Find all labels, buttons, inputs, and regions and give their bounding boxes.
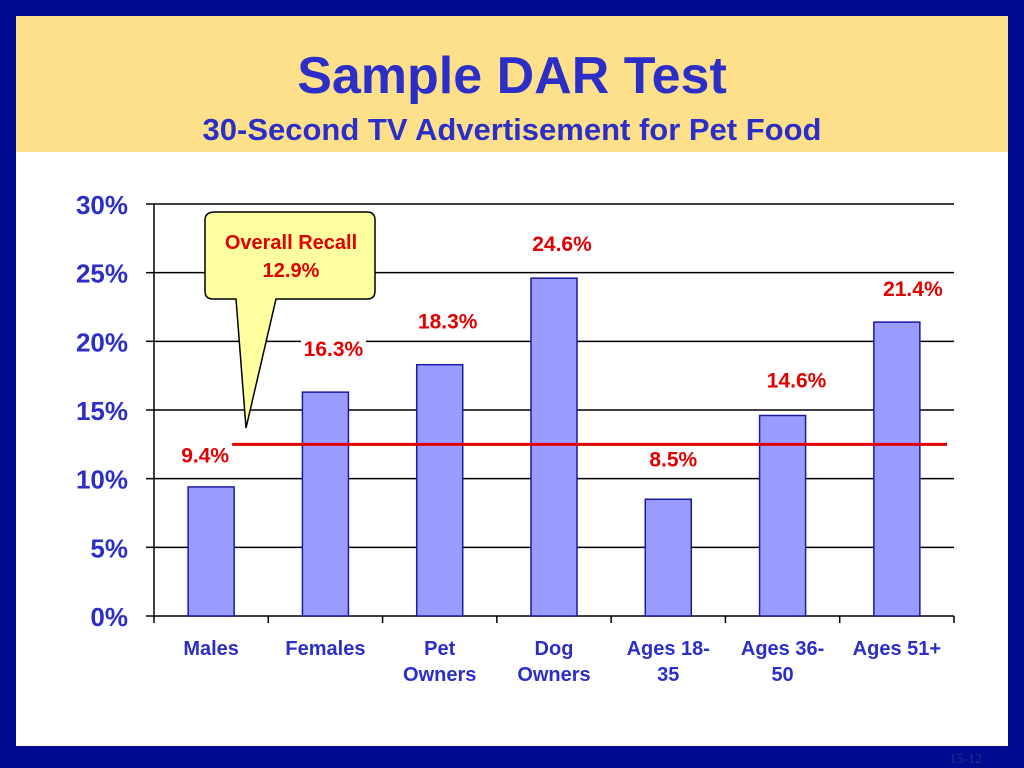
callout-text-line2: 12.9% xyxy=(263,260,320,282)
value-label: 21.4% xyxy=(883,278,943,301)
y-tick-label: 20% xyxy=(76,327,128,357)
category-label: Ages 51+ xyxy=(853,638,941,660)
bar xyxy=(301,391,350,617)
value-label: 9.4% xyxy=(181,444,229,467)
y-tick-label: 15% xyxy=(76,396,128,426)
page-number: 15-12 xyxy=(949,752,982,767)
value-label: 16.3% xyxy=(304,338,364,361)
callout-text-line1: Overall Recall xyxy=(225,232,357,254)
value-label-background xyxy=(300,336,366,363)
category-label: 50 xyxy=(771,664,793,686)
value-label-background xyxy=(529,231,595,258)
bar xyxy=(758,414,807,617)
value-label: 8.5% xyxy=(649,448,697,471)
value-labels: 9.4% 16.3% 18.3% 24.6% 8.5% 14.6% 21.4% xyxy=(178,231,946,473)
bar xyxy=(873,321,921,617)
category-label: Males xyxy=(183,638,239,660)
category-labels: Males Females Pet Owners Dog Owners Ages 18- 35… xyxy=(183,638,941,686)
overall-recall-callout: Overall Recall 12.9% xyxy=(204,211,376,429)
category-label: Females xyxy=(285,638,365,660)
category-label: Ages 18- xyxy=(627,638,710,660)
category-label: Ages 36- xyxy=(741,638,824,660)
value-label-background xyxy=(178,442,233,469)
bar xyxy=(644,498,693,617)
value-label-background xyxy=(646,446,701,473)
value-label: 24.6% xyxy=(532,233,592,256)
y-tick-label: 25% xyxy=(76,259,128,289)
value-label-background xyxy=(880,276,946,303)
y-tick-labels: 0% 5% 10% 15% 20% 25% 30% xyxy=(76,190,128,632)
category-label: Dog xyxy=(535,638,574,660)
y-tick-label: 0% xyxy=(90,602,128,632)
value-label: 18.3% xyxy=(418,311,478,334)
callout-bubble xyxy=(204,211,376,429)
category-label: Owners xyxy=(403,664,476,686)
bar xyxy=(530,277,578,617)
value-label-background xyxy=(415,308,481,335)
bar xyxy=(415,363,464,617)
y-tick-label: 30% xyxy=(76,190,128,220)
y-tick-label: 5% xyxy=(90,533,128,563)
y-tick-label: 10% xyxy=(76,465,128,495)
slide-canvas: Sample DAR Test 30-Second TV Advertiseme… xyxy=(16,16,1008,746)
bars xyxy=(187,277,921,617)
bar xyxy=(187,486,235,617)
value-label-background xyxy=(764,367,830,394)
category-label: Pet xyxy=(424,638,455,660)
value-label: 14.6% xyxy=(767,369,827,392)
slide-header: Sample DAR Test 30-Second TV Advertiseme… xyxy=(16,16,1008,152)
category-label: 35 xyxy=(657,664,679,686)
slide-title: Sample DAR Test xyxy=(297,47,727,105)
category-label: Owners xyxy=(517,664,590,686)
slide-subtitle: 30-Second TV Advertisement for Pet Food xyxy=(202,112,822,147)
